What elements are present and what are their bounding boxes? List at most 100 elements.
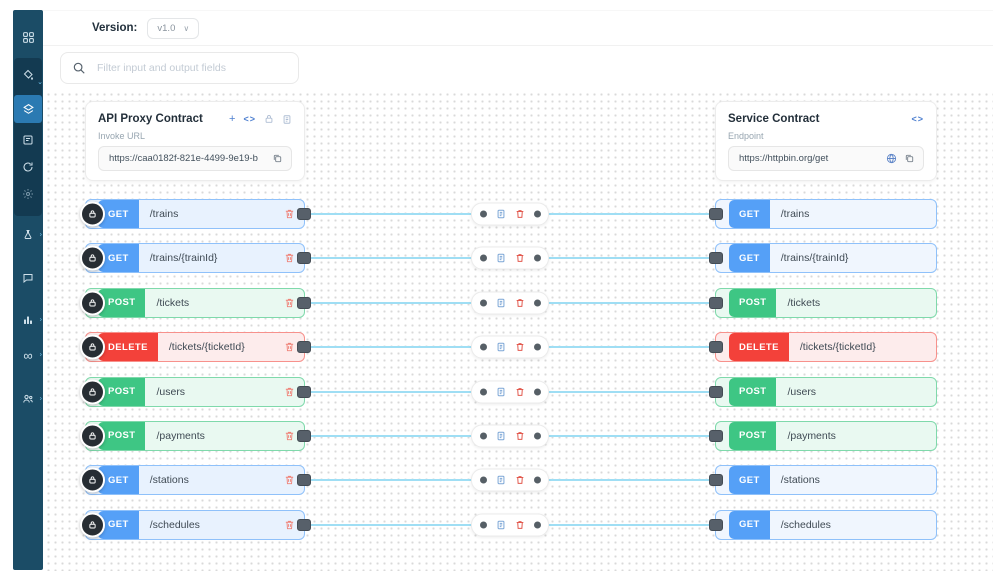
proxy-route[interactable]: GET /stations [80, 465, 311, 496]
delete-route-icon[interactable] [284, 519, 295, 531]
endpoint-field[interactable] [728, 146, 924, 171]
lock-icon[interactable] [80, 512, 105, 538]
service-route[interactable]: GET /stations [709, 465, 937, 496]
service-route[interactable]: POST /payments [709, 420, 937, 451]
connector-handle[interactable] [297, 385, 311, 398]
proxy-route[interactable]: POST /users [80, 376, 311, 407]
proxy-route[interactable]: GET /trains/{trainId} [80, 243, 311, 274]
mapping-toolbar[interactable] [471, 291, 549, 315]
lock-icon[interactable] [80, 245, 105, 271]
delete-route-icon[interactable] [284, 386, 295, 398]
mapping-toolbar[interactable] [471, 246, 549, 270]
code-icon[interactable]: <> [243, 113, 256, 124]
mapping-wire [301, 243, 719, 273]
service-route[interactable]: GET /trains/{trainId} [709, 243, 937, 274]
sidebar-item-feedback[interactable] [13, 264, 43, 292]
proxy-route[interactable]: POST /payments [80, 420, 311, 451]
delete-route-icon[interactable] [284, 208, 295, 220]
connector-handle[interactable] [709, 474, 723, 487]
search-box[interactable] [60, 52, 299, 84]
mapping-document-icon[interactable] [496, 253, 506, 264]
proxy-route[interactable]: DELETE /tickets/{ticketId} [80, 332, 311, 363]
service-route[interactable]: GET /schedules [709, 509, 937, 540]
service-route[interactable]: GET /trains [709, 199, 937, 229]
connector-handle[interactable] [709, 429, 723, 442]
connector-handle[interactable] [709, 208, 723, 220]
connector-handle[interactable] [709, 252, 723, 265]
lock-icon[interactable] [80, 290, 105, 316]
mapping-toolbar[interactable] [471, 513, 549, 537]
connector-handle[interactable] [297, 518, 311, 531]
lock-icon[interactable] [80, 379, 105, 405]
sidebar-item-settings[interactable] [13, 180, 43, 208]
sidebar-item-forms[interactable] [13, 126, 43, 154]
sidebar-item-integrations[interactable]: ∞ › [13, 341, 43, 369]
mapping-document-icon[interactable] [496, 475, 506, 486]
service-route[interactable]: DELETE /tickets/{ticketId} [709, 332, 937, 363]
delete-route-icon[interactable] [284, 474, 295, 486]
connector-handle[interactable] [297, 341, 311, 354]
mapping-toolbar[interactable] [471, 468, 549, 492]
sidebar-item-tests[interactable]: › [13, 221, 43, 249]
connector-handle[interactable] [709, 518, 723, 531]
connector-handle[interactable] [297, 474, 311, 487]
service-route[interactable]: POST /tickets [709, 287, 937, 318]
delete-route-icon[interactable] [284, 430, 295, 442]
mapping-document-icon[interactable] [496, 386, 506, 397]
service-route[interactable]: POST /users [709, 376, 937, 407]
delete-mapping-icon[interactable] [515, 519, 525, 530]
lock-icon[interactable] [80, 201, 105, 227]
delete-mapping-icon[interactable] [515, 253, 525, 264]
lock-icon[interactable] [80, 467, 105, 493]
sidebar-item-analytics[interactable]: › [13, 306, 43, 334]
topbar: Version: v1.0 ∨ [43, 11, 993, 46]
delete-mapping-icon[interactable] [515, 430, 525, 441]
code-icon[interactable]: <> [911, 113, 924, 124]
lock-icon[interactable] [264, 114, 274, 124]
mapping-document-icon[interactable] [496, 519, 506, 530]
connector-handle[interactable] [709, 296, 723, 309]
sidebar-item-users[interactable]: › [13, 385, 43, 413]
sidebar-item-dashboard[interactable] [13, 23, 43, 51]
globe-icon[interactable] [886, 153, 897, 164]
mapping-toolbar[interactable] [471, 380, 549, 404]
mapping-toolbar[interactable] [471, 202, 549, 226]
proxy-route[interactable]: POST /tickets [80, 287, 311, 318]
mapping-document-icon[interactable] [496, 297, 506, 308]
invoke-url-input[interactable] [107, 152, 265, 165]
copy-icon[interactable] [272, 153, 283, 164]
connector-handle[interactable] [709, 341, 723, 354]
delete-mapping-icon[interactable] [515, 297, 525, 308]
sidebar-item-contracts[interactable] [14, 95, 42, 123]
delete-mapping-icon[interactable] [515, 342, 525, 353]
connector-handle[interactable] [297, 252, 311, 265]
delete-route-icon[interactable] [284, 341, 295, 353]
proxy-route[interactable]: GET /trains [80, 199, 311, 229]
connector-handle[interactable] [297, 296, 311, 309]
mapping-toolbar[interactable] [471, 335, 549, 359]
lock-icon[interactable] [80, 423, 105, 449]
mapping-toolbar[interactable] [471, 424, 549, 448]
delete-mapping-icon[interactable] [515, 209, 525, 220]
delete-route-icon[interactable] [284, 297, 295, 309]
document-icon[interactable] [282, 114, 292, 125]
invoke-url-field[interactable] [98, 146, 292, 171]
endpoint-input[interactable] [737, 152, 879, 165]
sidebar-item-sync[interactable] [13, 153, 43, 181]
copy-icon[interactable] [904, 153, 915, 164]
delete-route-icon[interactable] [284, 252, 295, 264]
mapping-document-icon[interactable] [496, 342, 506, 353]
mapping-document-icon[interactable] [496, 430, 506, 441]
connector-handle[interactable] [297, 429, 311, 442]
search-input[interactable] [95, 61, 287, 75]
mapping-document-icon[interactable] [496, 209, 506, 220]
version-dropdown[interactable]: v1.0 ∨ [147, 17, 200, 39]
connector-handle[interactable] [709, 385, 723, 398]
delete-mapping-icon[interactable] [515, 475, 525, 486]
proxy-route[interactable]: GET /schedules [80, 509, 311, 540]
sidebar-item-design[interactable]: ⌄ [13, 61, 43, 89]
connector-handle[interactable] [297, 208, 311, 220]
plus-icon[interactable]: + [229, 112, 236, 125]
lock-icon[interactable] [80, 334, 105, 360]
delete-mapping-icon[interactable] [515, 386, 525, 397]
